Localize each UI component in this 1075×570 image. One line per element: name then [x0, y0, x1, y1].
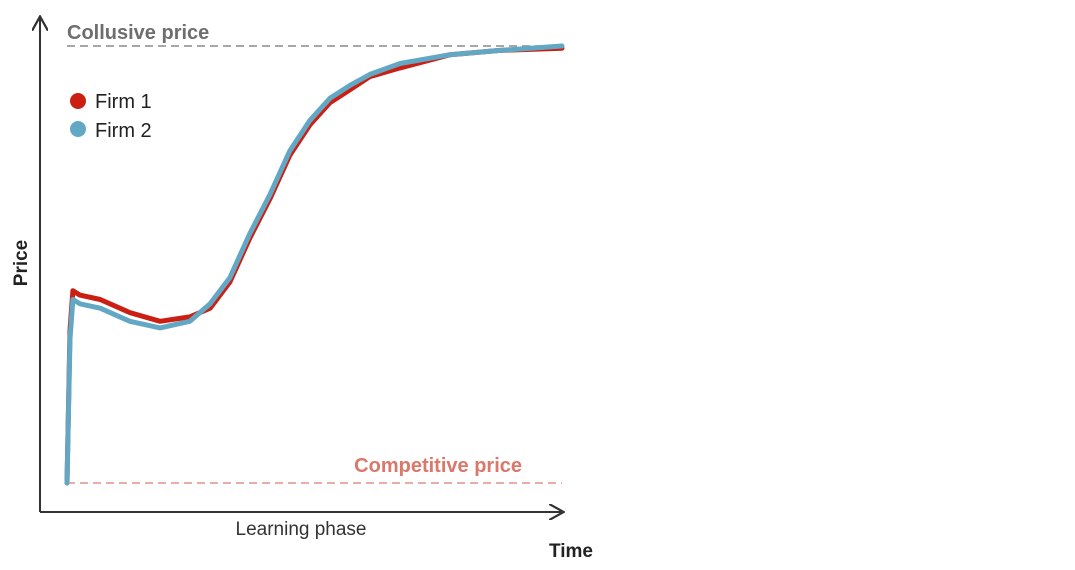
series-line-firm-2	[64, 43, 565, 486]
y-axis-label: Price	[11, 240, 32, 286]
x-annotation: Learning phase	[236, 519, 367, 540]
legend-marker-firm-2	[70, 121, 86, 137]
legend-marker-firm-1	[70, 93, 86, 109]
collusive-price-label: Collusive price	[67, 22, 209, 44]
legend-label-firm-2: Firm 2	[95, 120, 152, 142]
x-axis-label: Time	[549, 541, 593, 562]
competitive-price-label: Competitive price	[354, 455, 522, 477]
legend-label-firm-1: Firm 1	[95, 91, 152, 113]
